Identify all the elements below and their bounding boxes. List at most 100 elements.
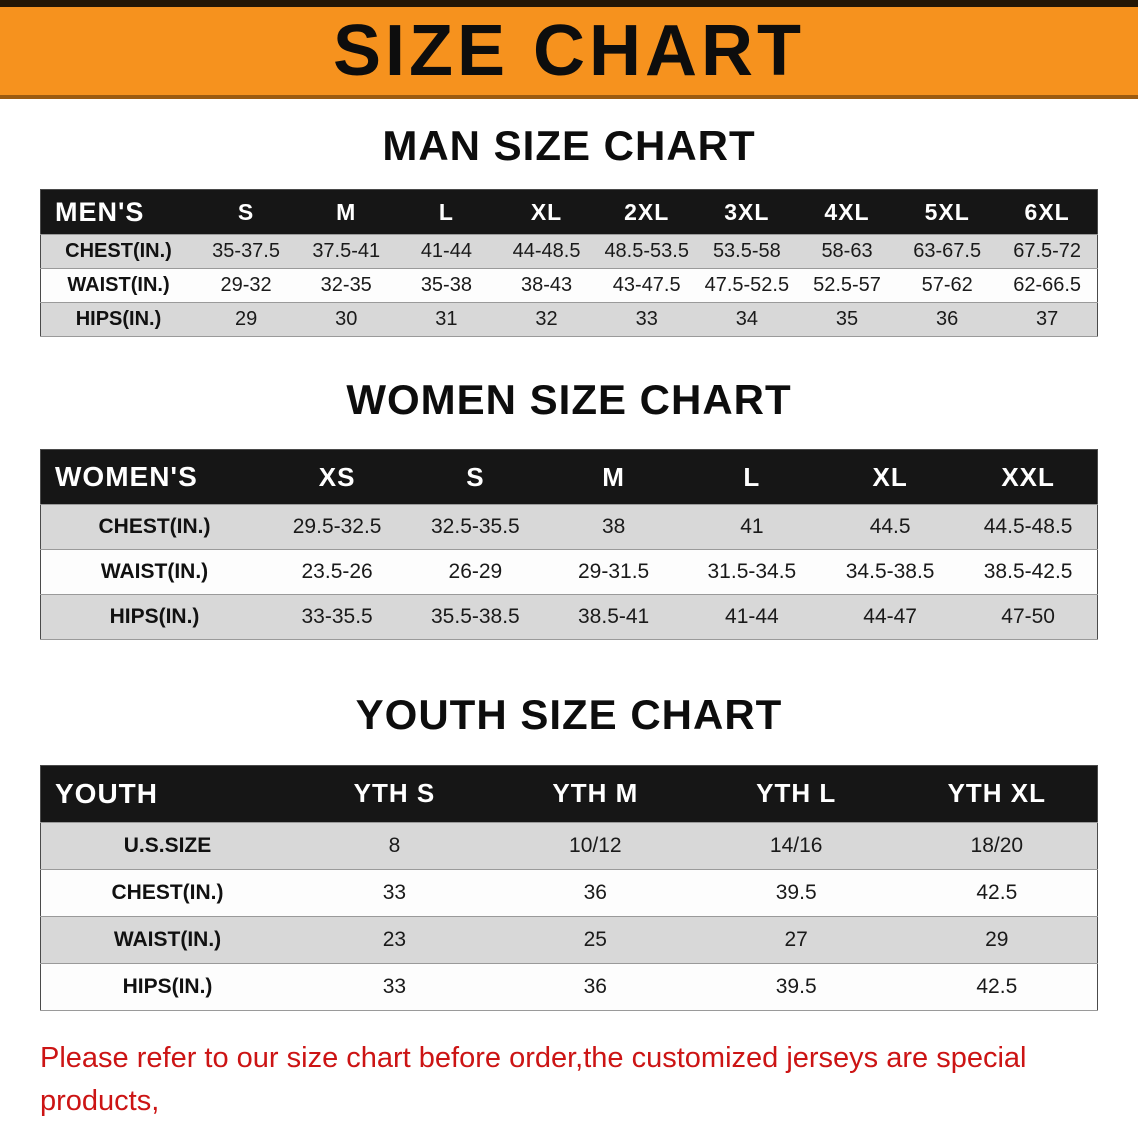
size-value-cell: 53.5-58 [712, 240, 781, 263]
size-value-cell: 41 [740, 515, 764, 539]
size-header-cell: XXL [959, 449, 1098, 505]
table-title-cell: MEN'S [40, 189, 196, 235]
size-value-cell: 38 [601, 515, 626, 539]
row-label-cell: CHEST(IN.) [111, 880, 224, 904]
size-value-cell: 39.5 [775, 974, 817, 998]
size-value-cell: 42.5 [976, 974, 1018, 998]
women-size-table: WOMEN'S XS S M L XL XXL CHEST(IN.) 29.5-32.5 32.5… [40, 449, 1098, 641]
size-value-cell: 52.5-57 [813, 274, 881, 297]
youth-size-table: YOUTH YTH S YTH M YTH L YTH XL U.S.SIZE 8 10/12… [40, 764, 1098, 1011]
size-value-cell: 63-67.5 [913, 240, 982, 263]
size-value-cell: 47.5-52.5 [704, 274, 790, 297]
size-value-cell: 44-47 [863, 605, 917, 629]
table-row: CHEST(IN.) 35-37.5 37.5-41 41-44 44-48.5 48.5… [40, 234, 1098, 269]
size-header-cell: M [296, 189, 397, 235]
table-header-row: MEN'S S M L XL 2XL 3XL 4XL 5XL 6XL [40, 189, 1098, 235]
banner: SIZE CHART [0, 0, 1138, 99]
size-value-cell: 32-35 [320, 274, 372, 297]
table-row: HIPS(IN.) 33 36 39.5 42.5 [40, 963, 1098, 1011]
youth-size-section: YOUTH SIZE CHART YOUTH YTH S YTH M YTH L YTH… [0, 692, 1138, 1011]
size-value-cell: 35 [835, 308, 859, 331]
table-row: HIPS(IN.) 29 30 31 32 33 34 35 36 37 [40, 302, 1098, 337]
table-row: WAIST(IN.) 23.5-26 26-29 29-31.5 31.5-34.5 34… [40, 549, 1098, 595]
row-label-cell: WAIST(IN.) [113, 927, 222, 951]
notice-line-2: we don't accept cancel, change, teturn o… [40, 1124, 1098, 1132]
table-row: U.S.SIZE 8 10/12 14/16 18/20 [40, 822, 1098, 870]
size-value-cell: 34 [735, 308, 758, 331]
size-value-cell: 41-44 [725, 605, 779, 629]
size-value-cell: 29 [985, 927, 1009, 951]
size-value-cell: 37 [1036, 308, 1059, 331]
size-value-cell: 44-48.5 [512, 240, 581, 263]
size-header-cell: XS [268, 449, 407, 505]
table-title-cell: WOMEN'S [40, 449, 268, 505]
size-value-cell: 29-32 [220, 274, 272, 297]
size-header-cell: S [196, 189, 297, 235]
size-header-cell: 6XL [997, 189, 1098, 235]
size-value-cell: 27 [784, 927, 808, 951]
size-value-cell: 23.5-26 [301, 560, 373, 584]
table-row: CHEST(IN.) 33 36 39.5 42.5 [40, 869, 1098, 917]
row-label-cell: CHEST(IN.) [98, 515, 211, 539]
size-value-cell: 32 [535, 308, 558, 331]
size-value-cell: 57-62 [921, 274, 973, 297]
size-value-cell: 14/16 [769, 833, 823, 857]
size-value-cell: 35-37.5 [212, 240, 280, 263]
men-section-heading: MAN SIZE CHART [382, 122, 756, 169]
men-size-table: MEN'S S M L XL 2XL 3XL 4XL 5XL 6XL CHEST(IN.) 35-37… [40, 189, 1098, 338]
row-label-cell: WAIST(IN.) [100, 560, 209, 584]
size-value-cell: 35-38 [420, 274, 472, 297]
size-header-cell: XL [821, 449, 960, 505]
size-value-cell: 42.5 [976, 880, 1018, 904]
size-value-cell: 31 [435, 308, 458, 331]
size-header-cell: XL [496, 189, 597, 235]
size-value-cell: 23 [382, 927, 407, 951]
size-header-cell: S [406, 449, 545, 505]
size-value-cell: 67.5-72 [1013, 240, 1082, 263]
notice-line-1: Please refer to our size chart before or… [40, 1041, 1027, 1118]
size-header-cell: YTH M [494, 765, 696, 823]
size-value-cell: 43-47.5 [612, 274, 681, 297]
size-value-cell: 36 [583, 974, 607, 998]
size-value-cell: 38.5-41 [578, 605, 650, 629]
size-header-cell: 3XL [696, 189, 797, 235]
size-value-cell: 8 [388, 833, 401, 857]
size-header-cell: 4XL [796, 189, 898, 235]
size-value-cell: 33 [382, 974, 407, 998]
row-label-cell: HIPS(IN.) [109, 605, 200, 629]
size-value-cell: 39.5 [775, 880, 817, 904]
size-value-cell: 29 [234, 308, 258, 331]
size-value-cell: 33-35.5 [301, 605, 373, 629]
row-label-cell: WAIST(IN.) [67, 274, 170, 297]
size-value-cell: 47-50 [1001, 605, 1055, 629]
size-value-cell: 36 [936, 308, 959, 331]
size-value-cell: 29-31.5 [578, 560, 650, 584]
size-value-cell: 35.5-38.5 [431, 605, 520, 629]
size-value-cell: 26-29 [448, 560, 503, 584]
size-value-cell: 29.5-32.5 [292, 515, 382, 539]
women-section-heading: WOMEN SIZE CHART [346, 376, 792, 424]
table-title-cell: YOUTH [40, 765, 294, 823]
table-header-row: YOUTH YTH S YTH M YTH L YTH XL [40, 765, 1098, 823]
table-row: CHEST(IN.) 29.5-32.5 32.5-35.5 38 41 44.5 44.5… [40, 504, 1098, 550]
size-header-cell: 5XL [897, 189, 998, 235]
row-label-cell: HIPS(IN.) [75, 308, 162, 331]
row-label-cell: U.S.SIZE [123, 833, 212, 857]
size-value-cell: 34.5-38.5 [845, 560, 935, 584]
size-value-cell: 10/12 [569, 833, 622, 857]
size-header-cell: YTH L [695, 765, 897, 823]
page-title: SIZE CHART [333, 11, 805, 91]
size-header-cell: YTH S [294, 765, 495, 823]
size-value-cell: 18/20 [970, 833, 1024, 857]
size-header-cell: L [682, 449, 821, 505]
size-value-cell: 62-66.5 [1013, 274, 1082, 297]
table-row: WAIST(IN.) 23 25 27 29 [40, 916, 1098, 964]
table-row: HIPS(IN.) 33-35.5 35.5-38.5 38.5-41 41-44 44-… [40, 594, 1098, 640]
men-size-section: MAN SIZE CHART MEN'S S M L XL 2XL 3XL 4XL 5XL 6XL… [0, 122, 1138, 338]
footer-notice: Please refer to our size chart before or… [40, 1037, 1098, 1132]
table-header-row: WOMEN'S XS S M L XL XXL [40, 449, 1098, 505]
size-header-cell: L [396, 189, 497, 235]
size-header-cell: 2XL [596, 189, 697, 235]
size-value-cell: 36 [583, 880, 607, 904]
